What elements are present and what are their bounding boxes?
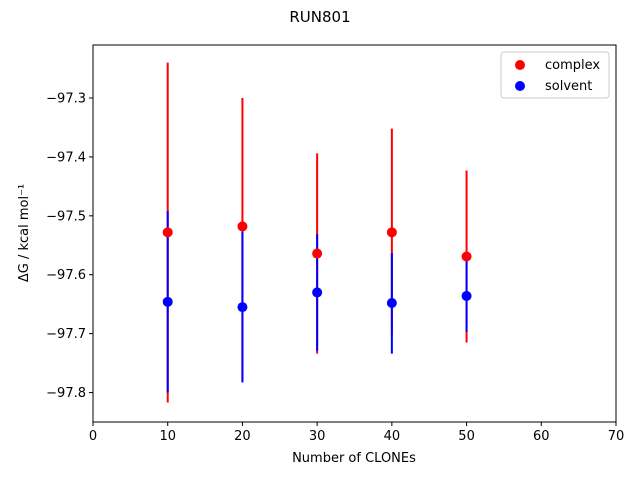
data-point [386, 227, 397, 238]
data-point [312, 248, 323, 259]
x-tick-label: 60 [533, 429, 550, 444]
points-complex [162, 221, 472, 262]
y-tick-label: −97.7 [46, 327, 86, 342]
legend-label-solvent: solvent [545, 79, 592, 94]
data-point [461, 290, 472, 301]
points-solvent [162, 287, 472, 313]
y-axis: −97.3 −97.4 −97.5 −97.6 −97.7 −97.8 [46, 92, 93, 401]
data-point [461, 251, 472, 262]
y-tick-label: −97.6 [46, 268, 86, 283]
plot-area [92, 44, 617, 423]
legend-box [500, 51, 610, 99]
chart-title: RUN801 [289, 8, 350, 26]
data-point [162, 296, 173, 307]
x-tick-label: 20 [234, 429, 251, 444]
x-tick-label: 50 [458, 429, 475, 444]
y-tick-label: −97.8 [46, 386, 86, 401]
data-point [237, 221, 248, 232]
legend-marker-complex [515, 60, 525, 70]
x-tick-label: 70 [608, 429, 625, 444]
x-axis: 0 10 20 30 40 50 60 70 [89, 422, 624, 444]
data-point [162, 227, 173, 238]
y-axis-label: ΔG / kcal mol⁻¹ [17, 184, 32, 282]
data-point [312, 287, 323, 298]
series-layer [162, 62, 472, 403]
y-tick-label: −97.4 [46, 150, 86, 165]
legend: complex solvent [500, 51, 610, 99]
legend-marker-solvent [515, 81, 525, 91]
x-tick-label: 10 [159, 429, 176, 444]
y-tick-label: −97.3 [46, 92, 86, 107]
data-point [237, 302, 248, 313]
x-axis-label: Number of CLONEs [292, 451, 416, 466]
legend-label-complex: complex [545, 58, 600, 73]
data-point [386, 298, 397, 309]
y-tick-label: −97.5 [46, 209, 86, 224]
x-tick-label: 30 [309, 429, 326, 444]
x-tick-label: 40 [384, 429, 401, 444]
x-tick-label: 0 [89, 429, 97, 444]
